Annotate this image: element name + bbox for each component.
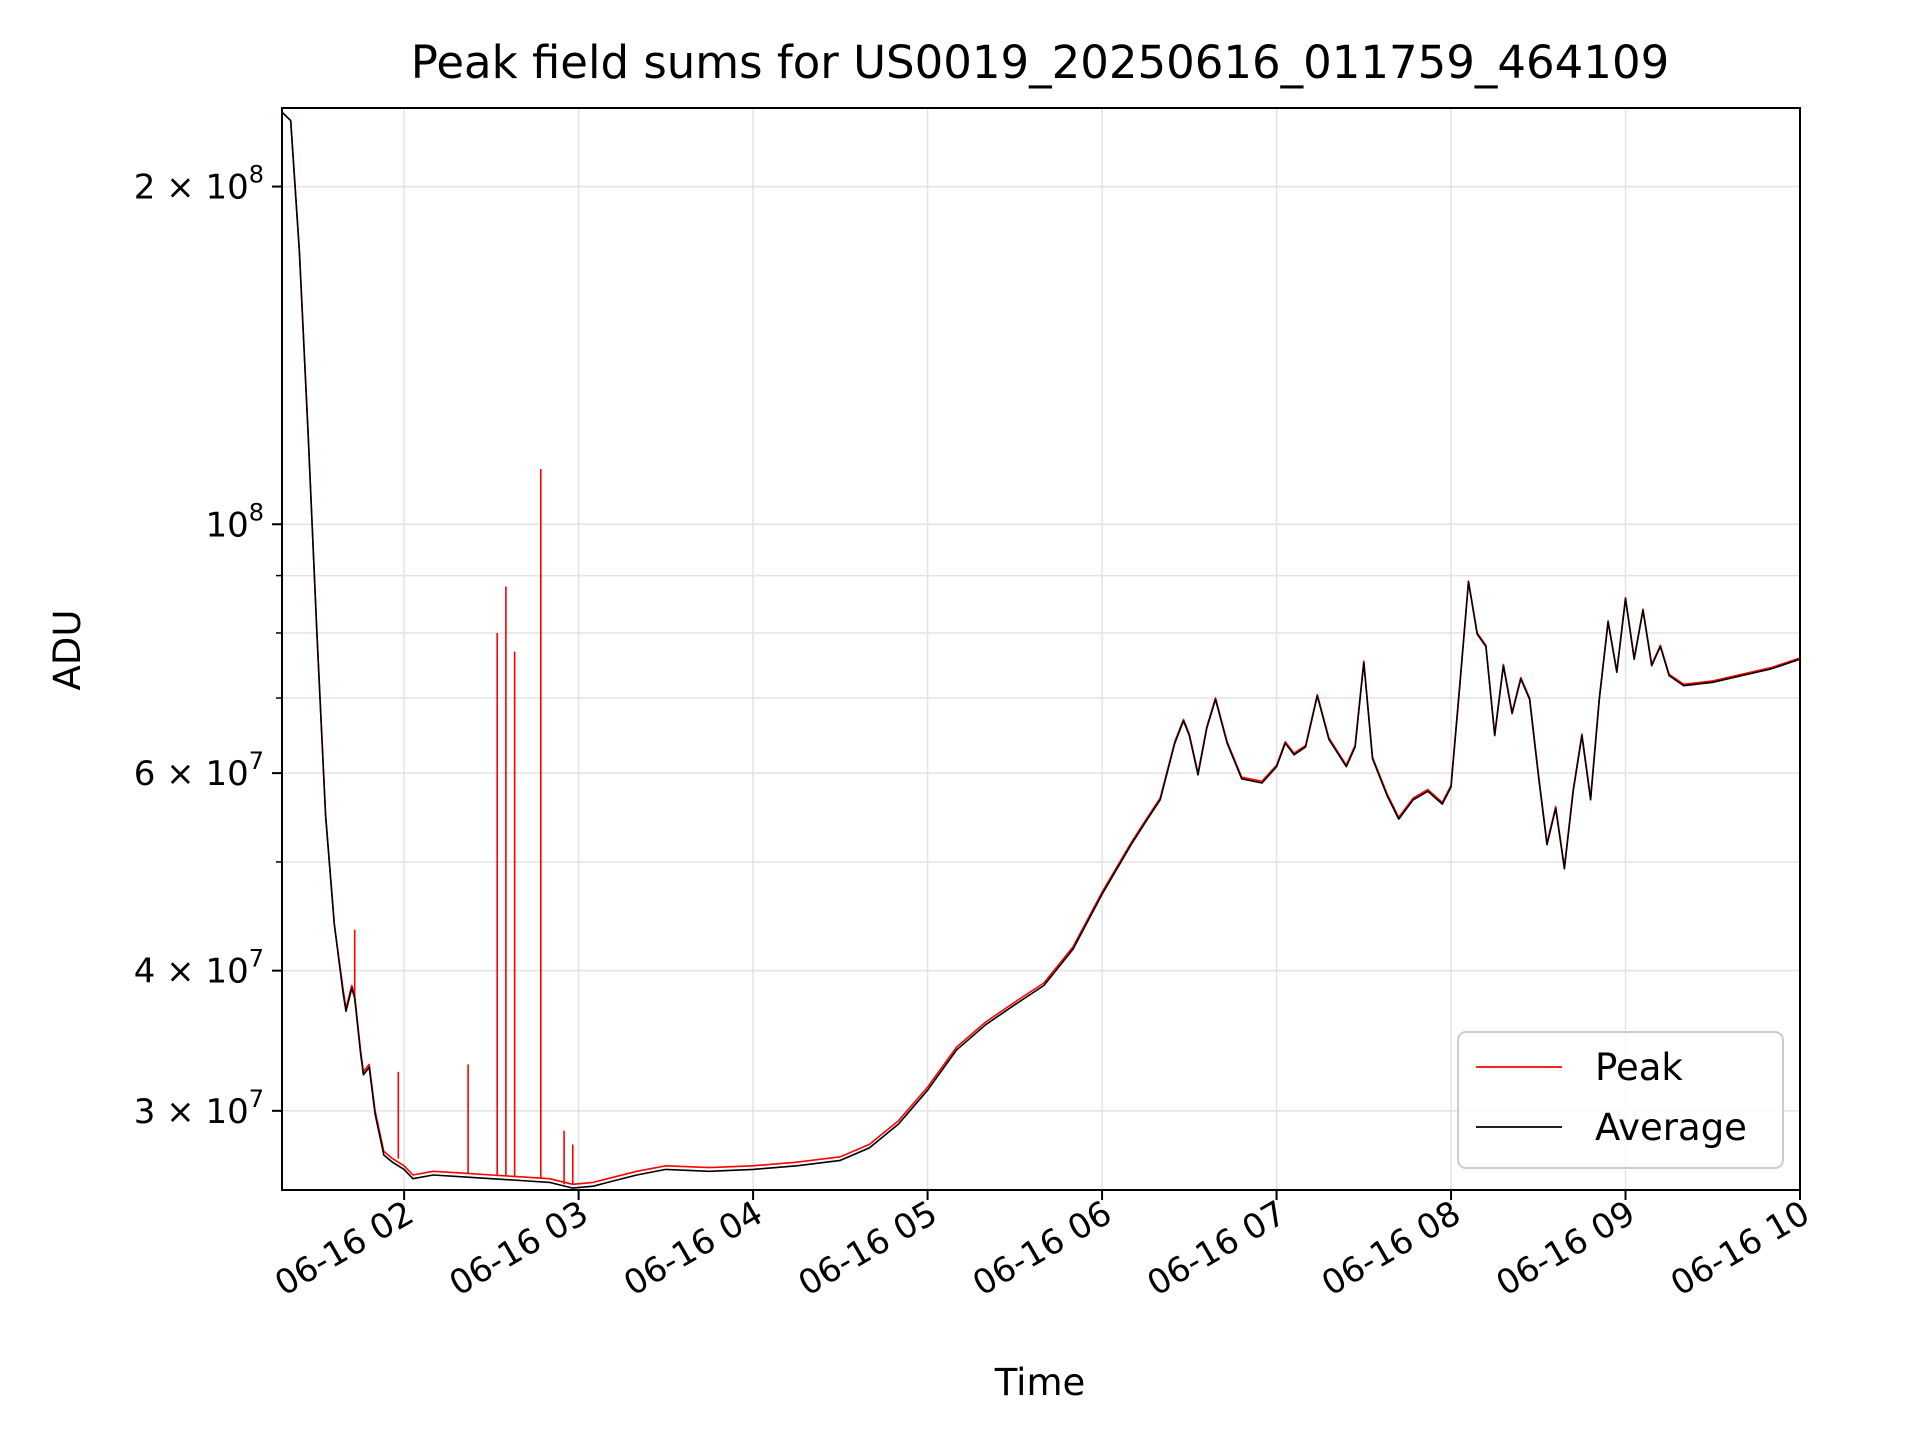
series-line-average: [282, 111, 1800, 1189]
series-lines: [282, 111, 1800, 1189]
y-tick-label: 2 × 108: [134, 161, 264, 208]
y-tick-label: 4 × 107: [134, 945, 264, 992]
legend: Peak Average: [1457, 1031, 1784, 1169]
y-axis-label: ADU: [46, 610, 89, 691]
y-tick-label: 6 × 107: [134, 747, 264, 794]
y-tick-label: 3 × 107: [134, 1085, 264, 1132]
legend-label-average: Average: [1595, 1106, 1747, 1149]
legend-box: [1457, 1031, 1784, 1169]
x-axis-label: Time: [994, 1361, 1086, 1404]
chart-title: Peak field sums for US0019_20250616_0117…: [411, 36, 1669, 89]
plot-frame: [281, 107, 1801, 1191]
grid-lines: [282, 108, 1801, 1190]
legend-label-peak: Peak: [1595, 1046, 1683, 1089]
